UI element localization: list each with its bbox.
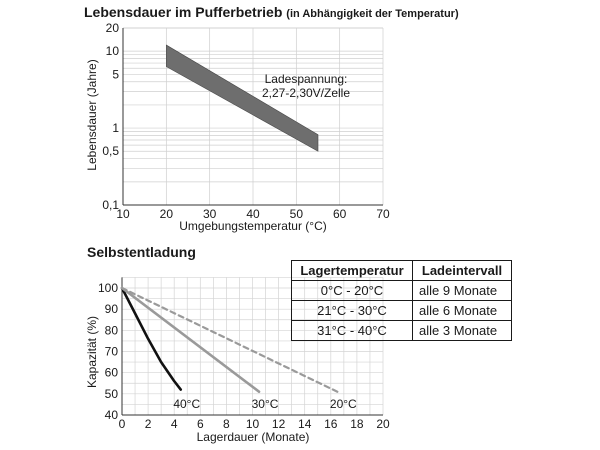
chart2-x-tick-label: 8 [223,417,230,431]
chart2-x-tick-label: 10 [246,417,260,431]
chart1-y-tick-label: 20 [106,21,120,35]
chart1-y-tick-label: 10 [106,44,120,58]
chart1-y-axis-label: Lebensdauer (Jahre) [85,59,99,170]
table-cell-temperature: 21°C - 30°C [291,300,413,321]
chart2-y-tick-label: 100 [98,281,118,295]
table-row: 0°C - 20°C alle 9 Monate [291,280,512,301]
chart2-x-tick-label: 18 [350,417,364,431]
chart1-annotation-line2: 2,27-2,30V/Zelle [262,86,350,100]
chart1-subtitle: (in Abhängigkeit der Temperatur) [286,8,459,20]
table-cell-interval: alle 3 Monate [412,320,512,341]
chart2-y-tick-label: 40 [105,408,119,422]
chart2-y-tick-label: 90 [105,302,119,316]
chart2-y-tick-label: 80 [105,323,119,337]
table-cell-interval: alle 6 Monate [412,300,512,321]
table-header-row: Lagertemperatur Ladeintervall [291,260,512,281]
chart2-series-line-2 [120,286,339,393]
chart1-y-tick-label: 1 [112,121,119,135]
chart1-x-tick-label: 40 [246,207,260,221]
chart2-x-tick-label: 12 [272,417,286,431]
chart2-x-tick-label: 4 [171,417,178,431]
table-cell-temperature: 31°C - 40°C [291,320,413,341]
chart1-title: Lebensdauer im Pufferbetrieb [84,4,283,20]
chart1-y-tick-label: 5 [112,67,119,81]
chart2-title: Selbstentladung [87,244,196,260]
table-header-interval: Ladeintervall [412,260,512,281]
chart2-series-line-0 [120,286,183,391]
chart2-x-tick-label: 2 [145,417,152,431]
chart1-x-tick-label: 30 [203,207,217,221]
chart1-x-tick-label: 20 [160,207,174,221]
chart2-x-tick-label: 20 [376,417,390,431]
chart2-series-label: 40°C [173,397,200,411]
table-cell-interval: alle 9 Monate [412,280,512,301]
chart2-y-tick-label: 70 [105,345,119,359]
chart1-x-tick-label: 70 [376,207,390,221]
chart2-series-label: 20°C [330,397,357,411]
chart2-x-tick-label: 16 [324,417,338,431]
chart2-x-tick-label: 0 [119,417,126,431]
chart2-x-tick-label: 14 [298,417,312,431]
table-row: 31°C - 40°C alle 3 Monate [291,320,512,341]
chart1-x-tick-label: 10 [116,207,130,221]
chart2-y-axis-label: Kapazität (%) [85,316,99,388]
chart2-y-tick-label: 50 [105,387,119,401]
chart2-x-tick-label: 6 [197,417,204,431]
table-cell-temperature: 0°C - 20°C [291,280,413,301]
table-row: 21°C - 30°C alle 6 Monate [291,300,512,321]
chart1-y-tick-label: 0,5 [102,144,119,158]
storage-table: Lagertemperatur Ladeintervall 0°C - 20°C… [291,260,512,341]
table-header-temperature: Lagertemperatur [291,260,413,281]
chart2-series-line-1 [120,286,261,394]
chart1-x-tick-label: 50 [290,207,304,221]
chart1-title-block: Lebensdauer im Pufferbetrieb (in Abhängi… [84,4,459,20]
chart1-x-tick-label: 60 [333,207,347,221]
chart2-x-axis-label: Lagerdauer (Monate) [197,430,310,444]
chart1-y-tick-label: 0,1 [102,198,119,212]
chart2-series-label: 30°C [252,397,279,411]
chart1-lifetime-band [166,44,319,152]
chart2-y-tick-label: 60 [105,366,119,380]
chart1-x-axis-label: Umgebungstemperatur (°C) [179,219,327,233]
chart1-annotation-line1: Ladespannung: [265,72,348,86]
